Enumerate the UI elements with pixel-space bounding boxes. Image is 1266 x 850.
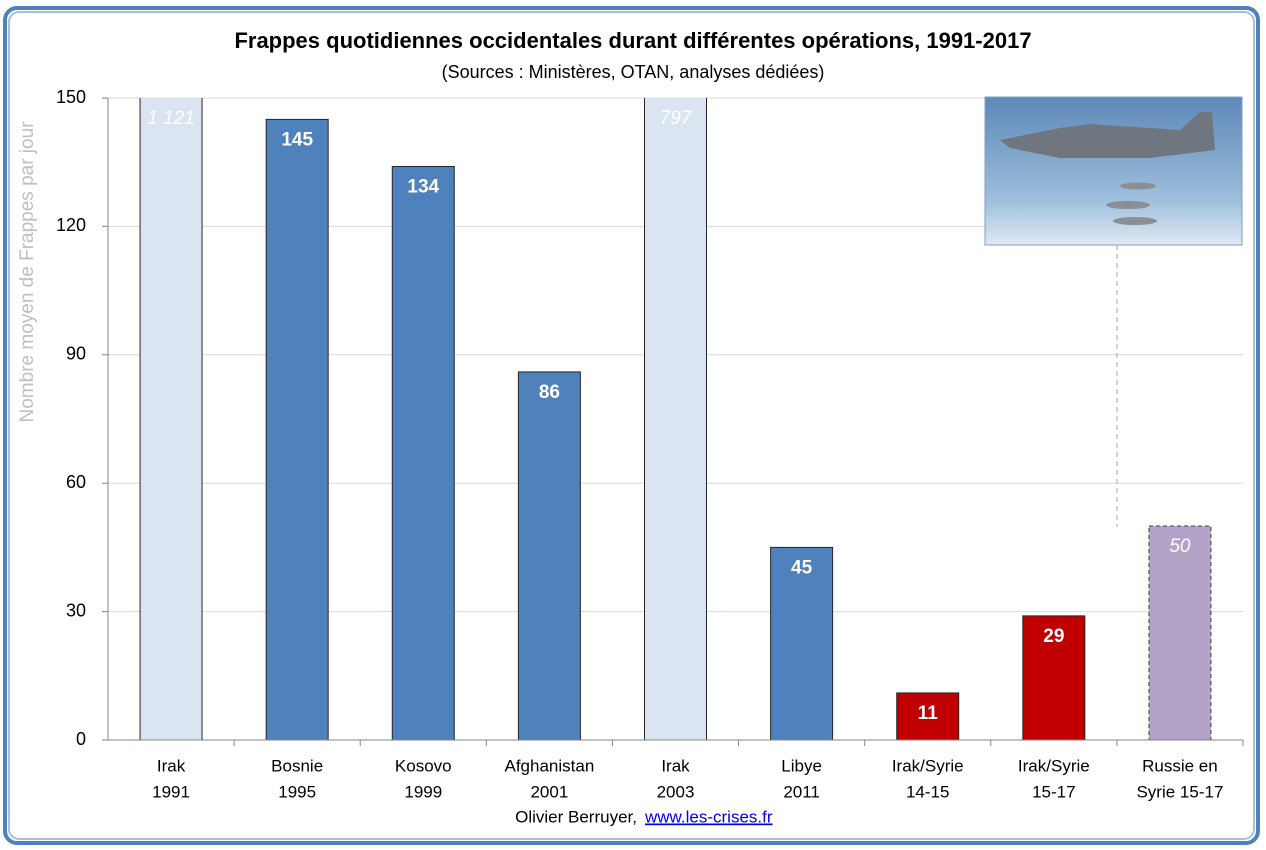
x-tick-label: Libye bbox=[781, 756, 822, 775]
value-label: 29 bbox=[1043, 626, 1064, 647]
y-tick-label: 30 bbox=[66, 600, 86, 620]
value-label: 797 bbox=[660, 108, 693, 129]
bomb bbox=[1113, 217, 1157, 225]
x-tick-label: 2011 bbox=[783, 782, 820, 801]
x-tick-label: 2001 bbox=[530, 782, 568, 801]
value-label: 11 bbox=[918, 703, 939, 724]
footer-author: Olivier Berruyer, bbox=[515, 807, 637, 826]
bar bbox=[517, 371, 581, 741]
x-tick-label: 1995 bbox=[278, 782, 316, 801]
x-tick-label: Irak/Syrie bbox=[892, 756, 964, 775]
x-tick-label: Irak bbox=[661, 756, 690, 775]
value-label: 145 bbox=[281, 129, 313, 150]
footer-link[interactable]: www.les-crises.fr bbox=[644, 807, 773, 826]
y-axis-label: Nombre moyen de Frappes par jour bbox=[17, 121, 38, 423]
bomb bbox=[1106, 201, 1150, 209]
chart-subtitle: (Sources : Ministères, OTAN, analyses dé… bbox=[442, 62, 825, 82]
frame-inner bbox=[8, 11, 1255, 840]
value-label: 134 bbox=[407, 176, 439, 197]
bar bbox=[391, 165, 455, 741]
value-label: 50 bbox=[1169, 536, 1191, 557]
x-tick-label: 1999 bbox=[404, 782, 442, 801]
bar bbox=[1148, 525, 1212, 741]
y-tick-label: 150 bbox=[56, 87, 86, 107]
y-tick-label: 60 bbox=[66, 472, 86, 492]
y-tick-label: 90 bbox=[66, 344, 86, 364]
value-label: 45 bbox=[791, 557, 813, 578]
bars bbox=[139, 98, 1212, 741]
value-label: 86 bbox=[539, 382, 560, 403]
y-tick-label: 0 bbox=[76, 729, 86, 749]
aircraft-image bbox=[984, 96, 1243, 246]
value-label: 1 121 bbox=[147, 108, 195, 129]
plot-area: 0 30 60 90 120 150 Irak 1991 1 121 Bosnie 1995 145 K… bbox=[56, 87, 1244, 801]
bar bbox=[139, 98, 203, 741]
x-tick-label: Russie en bbox=[1142, 756, 1218, 775]
bar bbox=[644, 98, 707, 741]
bar bbox=[770, 546, 834, 741]
chart-title: Frappes quotidiennes occidentales durant… bbox=[234, 28, 1031, 53]
x-tick-label: Irak/Syrie bbox=[1018, 756, 1090, 775]
y-tick-label: 120 bbox=[56, 215, 86, 235]
bar bbox=[1022, 615, 1086, 741]
x-tick-label: 14-15 bbox=[906, 782, 949, 801]
x-tick-label: Kosovo bbox=[395, 756, 452, 775]
x-tick-label: Syrie 15-17 bbox=[1136, 782, 1223, 801]
x-tick-label: Irak bbox=[157, 756, 186, 775]
aircraft bbox=[1000, 112, 1215, 158]
x-tick-label: Afghanistan bbox=[504, 756, 594, 775]
x-tick-label: Bosnie bbox=[271, 756, 323, 775]
x-tick-label: 15-17 bbox=[1032, 782, 1075, 801]
bomb bbox=[1120, 182, 1156, 190]
x-tick-label: 2003 bbox=[657, 782, 695, 801]
x-tick-label: 1991 bbox=[152, 782, 190, 801]
bar bbox=[265, 118, 329, 741]
